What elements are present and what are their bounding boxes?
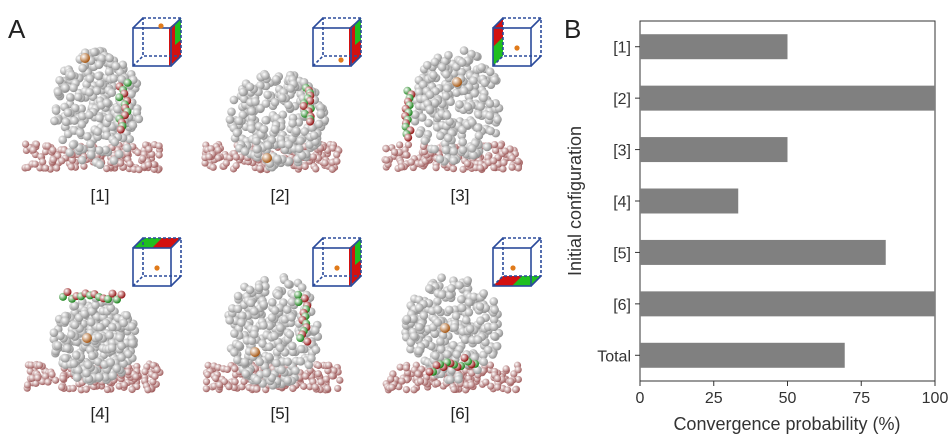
nanoparticle	[224, 273, 323, 390]
snapshot-config-4: [4]	[15, 228, 185, 423]
bar	[640, 342, 845, 368]
molecule-render	[23, 237, 182, 394]
bar	[640, 85, 935, 111]
marker-bead	[82, 333, 92, 343]
snapshot-config-2: [2]	[195, 8, 365, 205]
snapshot-label: [1]	[90, 186, 110, 205]
panel-b-letter: B	[564, 14, 582, 44]
membrane-layer	[202, 360, 344, 394]
molecule-render	[201, 17, 362, 174]
y-tick-label: [2]	[613, 91, 631, 108]
ligand-cluster	[294, 290, 312, 346]
ligand-cluster	[115, 78, 132, 134]
ligand-cluster	[425, 353, 479, 376]
y-tick-label: [1]	[613, 40, 631, 57]
snapshot-config-5: [5]	[195, 228, 365, 423]
marker-bead	[250, 347, 260, 357]
molecule-render	[21, 17, 182, 174]
y-tick-label: [5]	[613, 245, 631, 262]
marker-bead	[440, 323, 450, 333]
nanoparticle	[401, 273, 504, 385]
y-axis-title: Initial configuration	[565, 126, 585, 276]
orientation-cube-icon	[312, 237, 362, 287]
snapshot-config-1: [1]	[15, 8, 185, 205]
ligand-cluster	[299, 83, 315, 126]
snapshot-label: [2]	[270, 186, 290, 205]
bar	[640, 34, 788, 60]
ligand-cluster	[401, 86, 416, 142]
snapshot-config-6: [6]	[375, 228, 545, 423]
marker-bead	[262, 153, 272, 163]
nanoparticle	[409, 46, 504, 166]
x-tick-label: 50	[779, 390, 797, 407]
orientation-cube-icon	[492, 237, 542, 287]
marker-bead	[80, 53, 90, 63]
y-tick-label: [6]	[613, 297, 631, 314]
y-tick-label: Total	[597, 348, 631, 365]
snapshot-config-3: [3]	[375, 8, 545, 205]
molecule-render	[382, 237, 542, 394]
bar	[640, 239, 886, 265]
molecule-render	[381, 17, 542, 174]
snapshot-label: [4]	[90, 404, 110, 423]
orientation-cube-icon	[492, 17, 542, 67]
x-tick-label: 0	[636, 390, 645, 407]
x-tick-label: 25	[705, 390, 723, 407]
marker-bead	[452, 77, 462, 87]
convergence-bar-chart: [1] [2] [3] [4] [5] [6] Total 0 25 50 75 100 Conve…	[565, 20, 949, 434]
panel-a-letter: A	[8, 14, 26, 44]
x-tick-label: 75	[852, 390, 870, 407]
snapshot-label: [5]	[270, 404, 290, 423]
orientation-cube-icon	[312, 17, 362, 67]
y-tick-label: [4]	[613, 194, 631, 211]
snapshot-label: [6]	[450, 404, 470, 423]
orientation-cube-icon	[132, 17, 182, 67]
molecule-render	[202, 237, 362, 394]
snapshot-label: [3]	[450, 186, 470, 205]
x-tick-label: 100	[922, 390, 949, 407]
nanoparticle	[49, 293, 140, 386]
orientation-cube-icon	[132, 237, 182, 287]
ligand-cluster	[59, 288, 126, 304]
bar	[640, 291, 935, 317]
bar	[640, 137, 788, 163]
y-tick-label: [3]	[613, 143, 631, 160]
x-axis-title: Convergence probability (%)	[673, 414, 900, 434]
bar	[640, 188, 739, 214]
